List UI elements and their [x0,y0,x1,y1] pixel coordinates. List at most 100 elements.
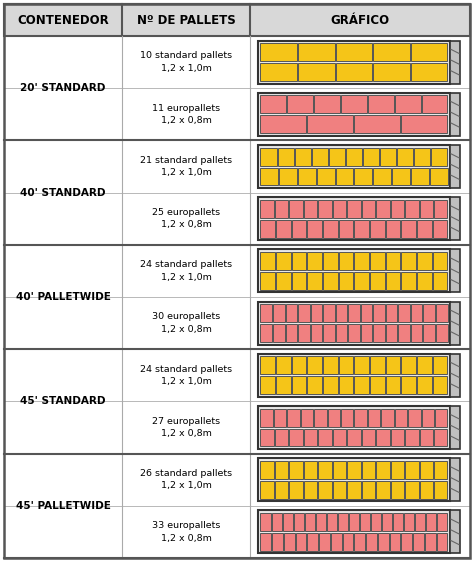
Bar [4,140,470,193]
Bar [279,167,297,185]
Bar [336,43,372,61]
Bar [276,220,291,238]
Bar [329,148,345,165]
Bar [362,481,375,498]
Bar [323,377,338,394]
Bar [287,409,300,427]
Bar [261,304,272,322]
Bar [362,200,375,217]
Bar [273,324,284,342]
Bar [258,510,450,554]
Bar [283,513,292,531]
Bar [361,324,372,342]
Bar [258,458,450,501]
Bar [386,356,401,374]
Bar [343,533,354,551]
Bar [338,513,348,531]
Bar [376,200,390,217]
Bar [436,304,447,322]
Bar [382,513,392,531]
Bar [4,36,470,88]
Bar [323,272,338,290]
Bar [374,43,410,61]
Bar [401,220,416,238]
Bar [450,458,460,501]
Bar [310,304,322,322]
Bar [395,409,407,427]
Bar [275,481,288,498]
Bar [261,148,277,165]
Bar [422,96,447,114]
Bar [336,324,347,342]
Bar [258,406,450,449]
Bar [4,506,470,558]
Bar [276,356,291,374]
Bar [376,481,390,498]
Bar [348,304,360,322]
Bar [319,461,332,479]
Bar [308,377,322,394]
Bar [386,324,397,342]
Bar [401,252,416,270]
Bar [362,428,375,446]
Bar [414,148,430,165]
Bar [272,513,282,531]
Bar [261,252,275,270]
Bar [355,533,365,551]
Bar [391,200,404,217]
Bar [401,272,416,290]
Bar [368,409,380,427]
Bar [336,167,354,185]
Bar [298,63,335,81]
Bar [450,40,460,84]
Bar [258,145,450,188]
Bar [314,409,327,427]
Bar [437,533,447,551]
Bar [261,513,271,531]
Bar [435,409,447,427]
Bar [290,461,303,479]
Bar [374,324,385,342]
Bar [347,481,361,498]
Bar [355,409,367,427]
Bar [374,63,410,81]
Text: 30 europallets
1,2 x 0,8m: 30 europallets 1,2 x 0,8m [152,312,220,334]
Text: 45' STANDARD: 45' STANDARD [20,396,106,406]
Bar [304,200,318,217]
Bar [295,148,311,165]
Bar [323,356,338,374]
Bar [349,513,359,531]
Bar [261,324,272,342]
Bar [404,513,414,531]
Text: 24 standard pallets
1,2 x 1,0m: 24 standard pallets 1,2 x 1,0m [140,260,232,282]
Bar [417,356,432,374]
Text: 25 europallets
1,2 x 0,8m: 25 europallets 1,2 x 0,8m [152,208,220,229]
Bar [290,428,303,446]
Bar [275,461,288,479]
Bar [261,533,271,551]
Bar [386,272,401,290]
Bar [336,63,372,81]
Bar [261,96,286,114]
Text: CONTENEDOR: CONTENEDOR [17,13,109,26]
Bar [411,167,428,185]
Bar [323,324,335,342]
Bar [276,377,291,394]
Bar [401,377,416,394]
Bar [366,533,377,551]
Bar [258,93,450,135]
Bar [298,43,335,61]
Bar [258,40,450,84]
Text: 40' STANDARD: 40' STANDARD [20,188,106,198]
Bar [308,220,322,238]
Text: 24 standard pallets
1,2 x 1,0m: 24 standard pallets 1,2 x 1,0m [140,365,232,386]
Bar [450,302,460,345]
Bar [285,304,297,322]
Bar [395,96,420,114]
Bar [290,481,303,498]
Bar [438,513,447,531]
Bar [433,220,447,238]
Bar [261,461,274,479]
Bar [370,377,385,394]
Bar [450,406,460,449]
